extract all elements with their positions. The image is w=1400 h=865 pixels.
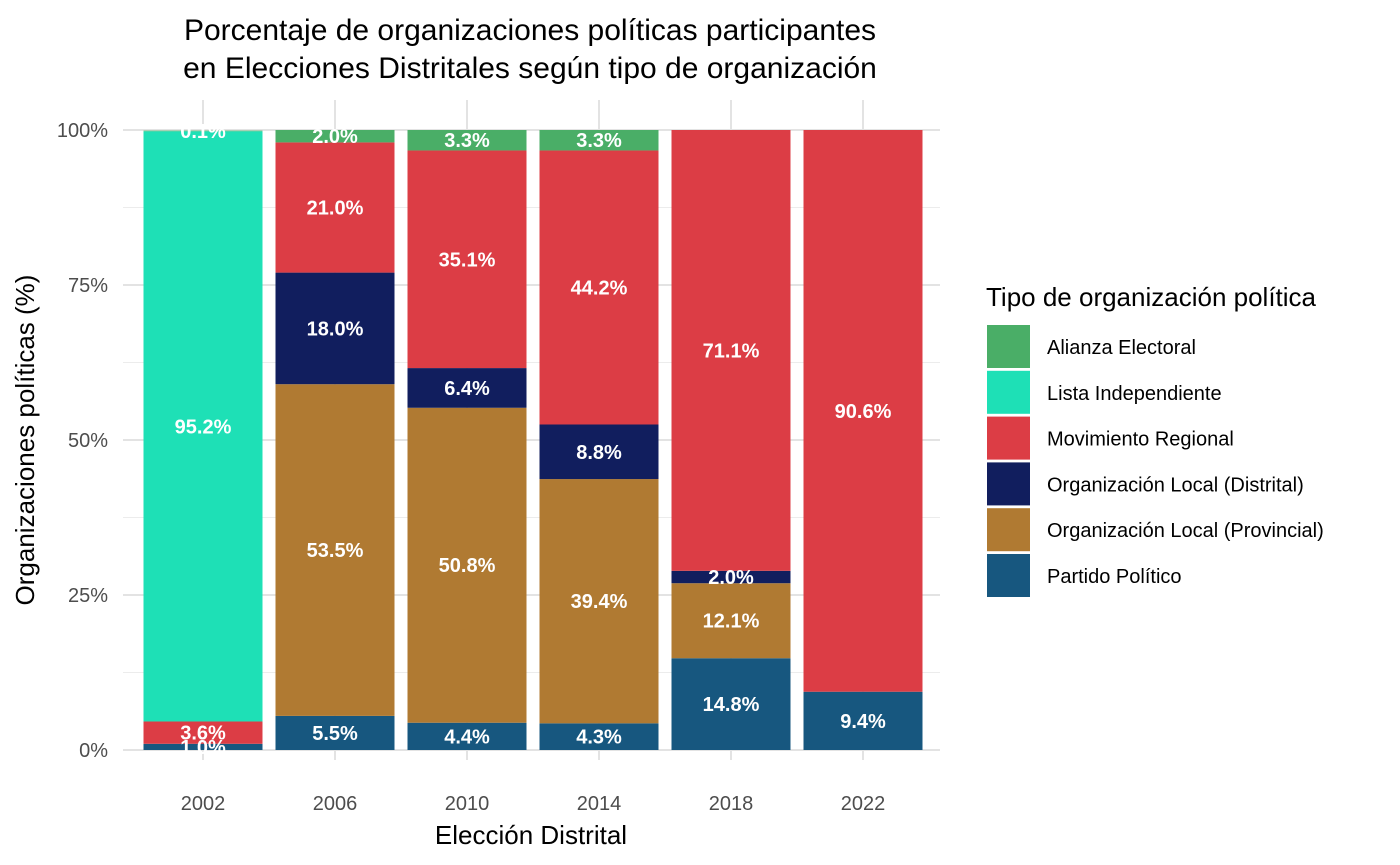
y-tick-label: 25% xyxy=(68,585,108,607)
plot-bars xyxy=(143,130,923,750)
legend-label: Alianza Electoral xyxy=(1047,337,1196,359)
bar-segment xyxy=(407,150,527,369)
bar-segment xyxy=(539,150,659,425)
y-tick-label: 75% xyxy=(68,275,108,297)
x-tick-label: 2006 xyxy=(313,793,358,815)
bar-segment xyxy=(275,142,395,273)
segment-value-label: 71.1% xyxy=(703,340,760,362)
segment-value-label: 50.8% xyxy=(439,555,496,577)
bar-segment xyxy=(803,130,923,692)
bar-segment xyxy=(671,130,791,571)
legend-label: Organización Local (Distrital) xyxy=(1047,474,1304,496)
segment-value-label: 2.0% xyxy=(708,567,754,589)
bar-segment xyxy=(803,691,923,750)
legend-swatch xyxy=(987,416,1030,460)
segment-value-label: 8.8% xyxy=(576,442,622,464)
segment-value-label: 6.4% xyxy=(444,378,490,400)
legend-title: Tipo de organización política xyxy=(986,282,1317,312)
legend-label: Organización Local (Provincial) xyxy=(1047,520,1324,542)
bar-segment xyxy=(143,743,263,750)
segment-value-label: 39.4% xyxy=(571,591,628,613)
segment-value-label: 9.4% xyxy=(840,711,886,733)
segment-value-label: 3.3% xyxy=(576,130,622,152)
legend-label: Lista Independiente xyxy=(1047,383,1222,405)
y-axis-title: Organizaciones políticas (%) xyxy=(10,275,40,606)
bar-segment xyxy=(275,715,395,750)
segment-value-label: 4.3% xyxy=(576,727,622,749)
bar-segment xyxy=(275,272,395,385)
bar-segment xyxy=(407,368,527,408)
legend-swatch xyxy=(987,554,1030,597)
bar-segment xyxy=(143,721,263,744)
x-axis-title: Elección Distrital xyxy=(435,820,627,850)
x-tick-label: 2022 xyxy=(841,793,886,815)
bar-segment xyxy=(275,130,395,143)
segment-value-label: 2.0% xyxy=(312,126,358,148)
segment-labels: 1.0%3.6% 95.2% 0.1% 5.5% 53.5% 18.0% 21.0% 2.0%… xyxy=(175,121,892,759)
segment-value-label: 53.5% xyxy=(307,540,364,562)
segment-value-label: 35.1% xyxy=(439,249,496,271)
legend-label: Movimiento Regional xyxy=(1047,429,1234,451)
bar-segment xyxy=(671,570,791,584)
bar-segment xyxy=(539,723,659,750)
x-tick-label: 2002 xyxy=(181,793,226,815)
bar-segment xyxy=(143,131,263,722)
segment-value-label: 90.6% xyxy=(835,401,892,423)
chart-title: Porcentaje de organizaciones políticas p… xyxy=(183,14,877,85)
bar-segment xyxy=(407,130,527,151)
chart-title-line-1: Porcentaje de organizaciones políticas p… xyxy=(184,14,876,47)
y-tick-label: 50% xyxy=(68,430,108,452)
segment-value-label: 14.8% xyxy=(703,694,760,716)
segment-value-label: 4.4% xyxy=(444,726,490,748)
segment-value-label: 3.3% xyxy=(444,130,490,152)
segment-value-label: 3.6% xyxy=(180,723,226,745)
segment-value-label: 12.1% xyxy=(703,611,760,633)
bar-segment xyxy=(539,424,659,480)
x-tick-label: 2014 xyxy=(577,793,622,815)
bar-segment xyxy=(143,130,263,132)
segment-value-label: 5.5% xyxy=(312,723,358,745)
y-axis-ticks: 0% 25% 50% 75% 100% xyxy=(57,120,108,762)
bar-segment xyxy=(671,658,791,750)
legend-swatch xyxy=(987,508,1030,552)
x-axis-ticks: 2002 2006 2010 2014 2018 2022 xyxy=(181,793,886,815)
y-tick-label: 0% xyxy=(79,740,108,762)
bar-segment xyxy=(539,130,659,151)
x-tick-label: 2010 xyxy=(445,793,490,815)
segment-value-label: 21.0% xyxy=(307,198,364,220)
bar-segment xyxy=(407,407,527,723)
legend-swatch xyxy=(987,370,1030,414)
chart-title-line-2: en Elecciones Distritales según tipo de … xyxy=(183,52,877,85)
x-tick-label: 2018 xyxy=(709,793,754,815)
legend-swatch xyxy=(987,325,1030,368)
segment-value-label: 0.1% xyxy=(180,121,226,143)
segment-value-label: 18.0% xyxy=(307,318,364,340)
bar-segment xyxy=(275,384,395,716)
y-tick-label: 100% xyxy=(57,120,108,142)
legend-swatch xyxy=(987,462,1030,506)
segment-value-label: 1.0% xyxy=(180,737,226,759)
segment-value-label: 44.2% xyxy=(571,277,628,299)
legend: Tipo de organización política Alianza El… xyxy=(986,282,1324,597)
legend-label: Partido Político xyxy=(1047,566,1182,588)
bar-segment xyxy=(407,722,527,750)
bar-segment xyxy=(539,479,659,724)
segment-value-label: 95.2% xyxy=(175,416,232,438)
bar-segment xyxy=(671,583,791,659)
